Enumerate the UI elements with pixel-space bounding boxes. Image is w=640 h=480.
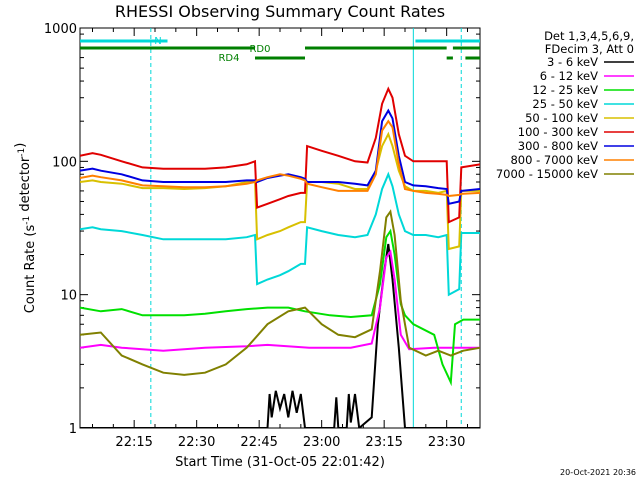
series-line-7: [80, 119, 480, 198]
series-line-2: [80, 228, 480, 387]
timestamp: 20-Oct-2021 20:36: [560, 468, 636, 477]
legend-header: Det 1,3,4,5,6,9,: [544, 29, 634, 43]
legend-label: 800 - 7000 keV: [510, 153, 598, 167]
series-line-1: [80, 249, 480, 352]
status-bar-label: RD4: [218, 53, 239, 64]
series-line-6: [80, 108, 480, 206]
legend-label: 7000 - 15000 keV: [496, 167, 598, 181]
status-bar-label: N: [154, 36, 161, 47]
status-bar-label: RD0: [249, 44, 270, 55]
x-tick-label: 22:15: [115, 435, 152, 450]
y-axis-label: Count Rate (s-1 detector-1): [13, 143, 38, 314]
y-tick-label: 1000: [44, 22, 77, 37]
legend-label: 3 - 6 keV: [547, 55, 598, 69]
y-tick-label: 100: [52, 155, 77, 170]
series-line-8: [80, 209, 480, 376]
x-tick-label: 23:30: [428, 435, 465, 450]
series-line-5: [80, 86, 480, 224]
x-tick-label: 22:45: [240, 435, 277, 450]
legend-label: 6 - 12 keV: [540, 69, 598, 83]
x-axis-label: Start Time (31-Oct-05 22:01:42): [175, 455, 385, 470]
x-tick-label: 22:30: [178, 435, 215, 450]
plot-frame: [79, 27, 481, 429]
chart-title: RHESSI Observing Summary Count Rates: [115, 2, 445, 21]
legend-header: FDecim 3, Att 0: [545, 42, 634, 56]
x-tick-label: 23:15: [365, 435, 402, 450]
legend-label: 300 - 800 keV: [518, 139, 598, 153]
legend-label: 50 - 100 keV: [525, 111, 598, 125]
series-line-0: [80, 243, 480, 428]
series-line-3: [80, 171, 480, 297]
y-tick-label: 10: [60, 289, 77, 304]
legend-label: 12 - 25 keV: [532, 83, 598, 97]
legend-label: 100 - 300 keV: [518, 125, 598, 139]
legend-label: 25 - 50 keV: [532, 97, 598, 111]
y-tick-label: 1: [69, 422, 77, 437]
x-tick-label: 23:00: [303, 435, 340, 450]
